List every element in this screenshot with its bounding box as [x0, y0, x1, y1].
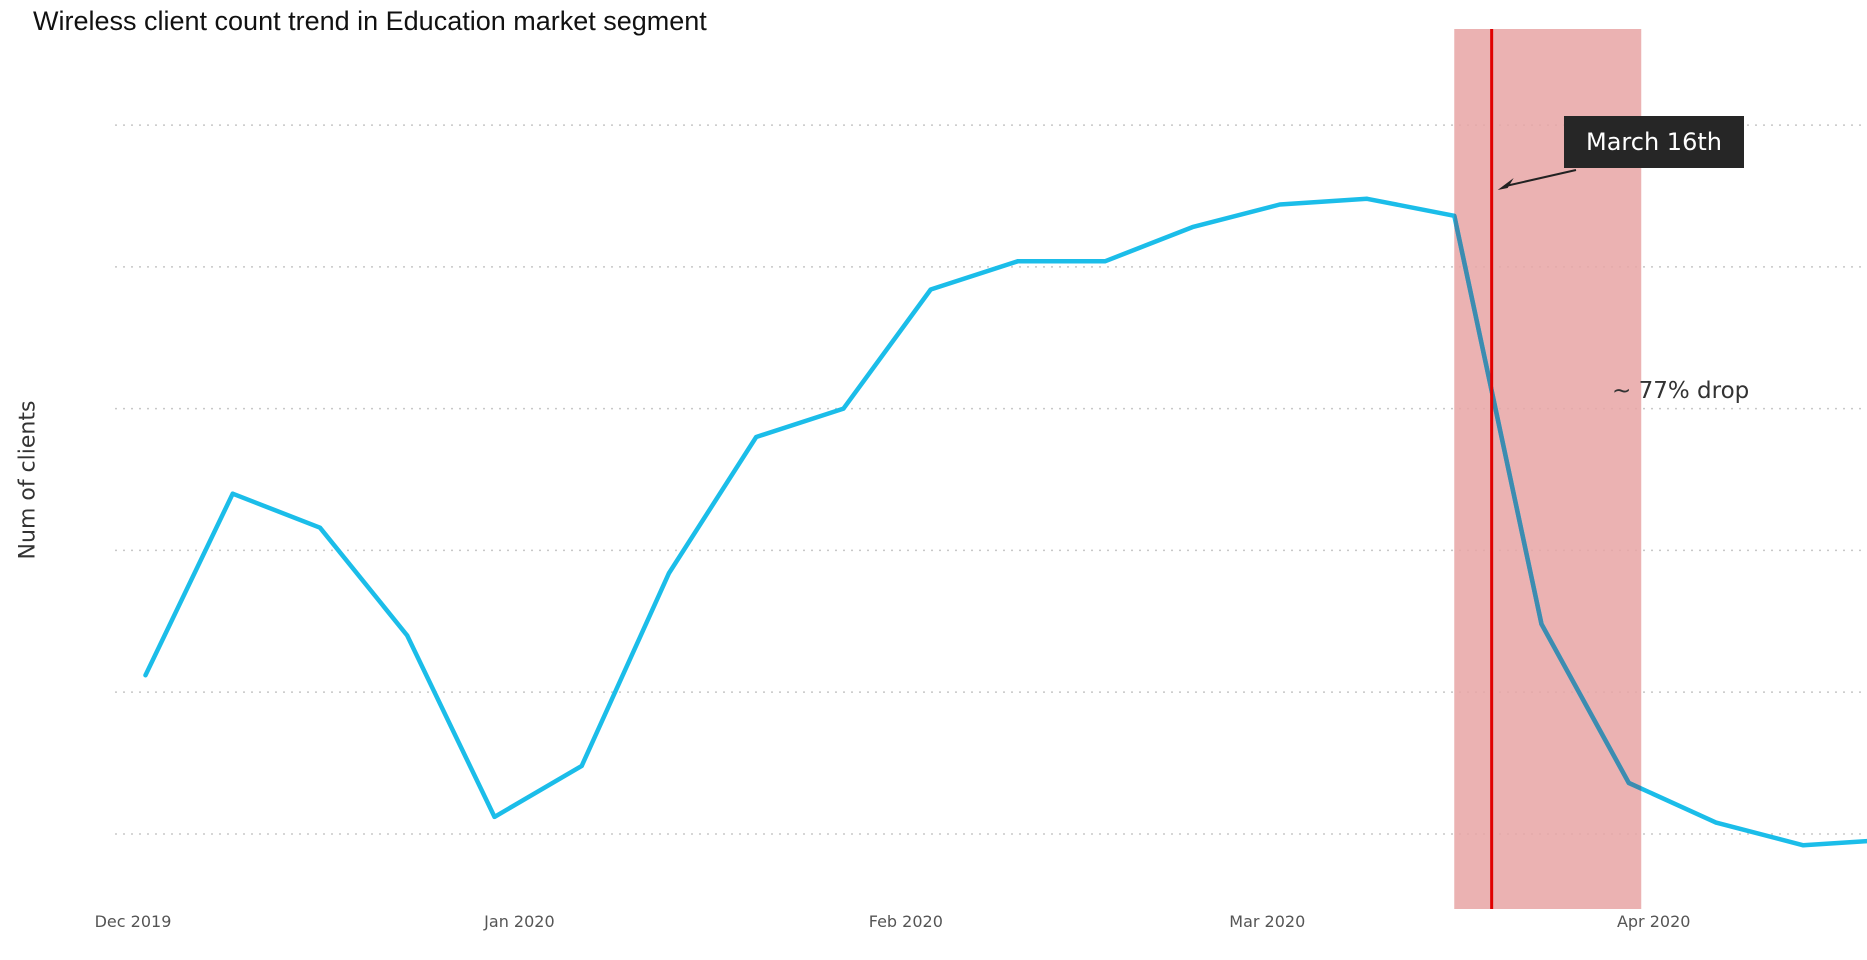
- x-axis: Dec 2019 Jan 2020 Feb 2020 Mar 2020 Apr 2020: [95, 912, 1691, 931]
- data-point-5: [579, 763, 584, 768]
- chart-title: Wireless client count trend in Education…: [33, 6, 707, 36]
- x-tick-label-3: Mar 2020: [1229, 912, 1305, 931]
- data-point-18: [1714, 820, 1719, 825]
- data-point-14: [1365, 196, 1370, 201]
- data-point-4: [492, 814, 497, 819]
- data-point-0: [143, 673, 148, 678]
- data-point-3: [405, 633, 410, 638]
- x-tick-label-2: Feb 2020: [869, 912, 943, 931]
- drop-annotation: ~ 77% drop: [1612, 378, 1749, 404]
- x-tick-label-0: Dec 2019: [95, 912, 172, 931]
- data-point-2: [317, 525, 322, 530]
- data-point-8: [841, 406, 846, 411]
- callout-box: [1564, 116, 1744, 168]
- data-point-9: [928, 287, 933, 292]
- data-point-1: [230, 491, 235, 496]
- data-point-11: [1103, 259, 1108, 264]
- x-tick-label-1: Jan 2020: [483, 912, 554, 931]
- annotations: March 16th ~ 77% drop: [1497, 116, 1749, 404]
- callout-arrowhead: [1497, 178, 1514, 190]
- series-wireless-clients: [143, 196, 1867, 848]
- data-point-12: [1190, 225, 1195, 230]
- data-point-6: [666, 571, 671, 576]
- data-point-7: [754, 434, 759, 439]
- data-point-13: [1277, 202, 1282, 207]
- callout-arrow: [1505, 169, 1577, 187]
- data-point-10: [1016, 259, 1020, 264]
- x-tick-label-4: Apr 2020: [1617, 912, 1690, 931]
- data-point-19: [1801, 843, 1806, 848]
- callout-label: March 16th: [1586, 128, 1722, 156]
- series-line-in-band: [1454, 213, 1642, 792]
